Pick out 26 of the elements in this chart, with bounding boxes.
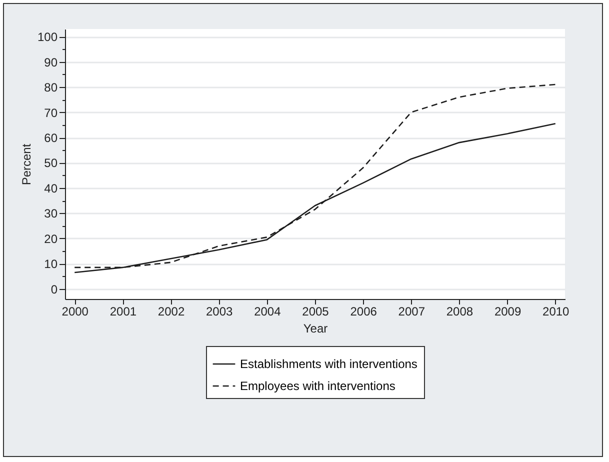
- legend-label: Establishments with interventions: [240, 357, 418, 371]
- x-axis-title: Year: [303, 322, 328, 336]
- x-tick-label: 2002: [158, 304, 185, 318]
- y-tick-label: 90: [44, 55, 58, 70]
- y-tick-label: 10: [44, 257, 58, 272]
- y-tick-label: 30: [44, 206, 58, 221]
- x-tick-label: 2003: [206, 304, 234, 318]
- y-tick-label: 100: [37, 30, 58, 44]
- y-tick-label: 20: [44, 232, 58, 246]
- x-tick-label: 2000: [62, 304, 89, 318]
- y-tick-label: 40: [44, 181, 58, 196]
- x-tick-label: 2009: [494, 304, 522, 318]
- x-tick-label: 2004: [254, 304, 282, 318]
- x-tick-label: 2001: [110, 304, 137, 318]
- y-tick-label: 50: [44, 156, 58, 170]
- x-tick-label: 2006: [350, 304, 378, 318]
- x-tick-label: 2008: [446, 304, 474, 318]
- y-tick-label: 80: [44, 80, 58, 95]
- y-axis-title: Percent: [19, 143, 34, 186]
- y-tick-label: 70: [44, 106, 58, 120]
- x-tick-label: 2007: [398, 304, 426, 318]
- y-tick-label: 60: [44, 131, 58, 146]
- legend-label: Employees with interventions: [240, 379, 396, 393]
- y-tick-label: 0: [50, 282, 58, 296]
- x-tick-label: 2005: [302, 304, 330, 318]
- x-tick-label: 2010: [542, 304, 570, 318]
